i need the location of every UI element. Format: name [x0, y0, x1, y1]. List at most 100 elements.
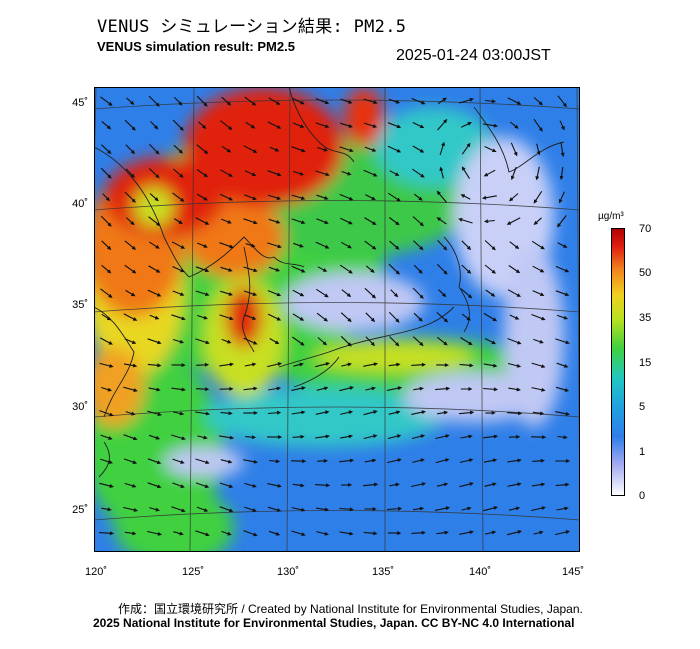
wind-arrow-42	[149, 143, 160, 155]
wind-arrow-94	[436, 190, 447, 203]
wind-arrow-46	[243, 145, 258, 153]
wind-arrow-319	[555, 459, 571, 463]
wind-arrow-39	[559, 120, 565, 131]
wind-arrow-88	[291, 194, 306, 200]
wind-arrow-168	[292, 289, 305, 297]
wind-arrow-40	[101, 144, 112, 155]
colorbar-tick-1: 1	[639, 446, 646, 458]
wind-arrow-218	[533, 338, 544, 344]
wind-arrow-243	[171, 387, 186, 392]
wind-arrow-161	[125, 289, 136, 297]
wind-arrow-126	[245, 243, 256, 248]
wind-arrow-288	[292, 434, 305, 439]
wind-arrow-196	[483, 312, 498, 322]
lat-label-35: 35˚	[72, 299, 88, 311]
wind-arrow-209	[317, 337, 328, 346]
wind-arrow-17	[507, 97, 522, 105]
wind-arrow-235	[459, 363, 474, 368]
wind-arrow-134	[437, 240, 448, 251]
wind-arrow-186	[244, 314, 257, 320]
wind-arrow-211	[365, 336, 375, 347]
wind-arrow-194	[436, 311, 449, 323]
wind-arrow-163	[172, 290, 185, 296]
wind-arrow-365	[221, 530, 232, 536]
wind-arrow-60	[100, 167, 112, 179]
wind-arrow-129	[315, 241, 330, 249]
wind-arrow-2	[148, 95, 160, 107]
wind-arrow-307	[269, 459, 281, 464]
wind-arrow-330	[341, 483, 353, 487]
wind-arrow-237	[507, 362, 522, 368]
wind-arrow-277	[506, 411, 523, 416]
wind-arrow-322	[147, 482, 162, 489]
wind-arrow-79	[559, 167, 564, 181]
wind-arrow-151	[365, 265, 375, 273]
wind-arrow-59	[560, 142, 565, 158]
wind-arrow-315	[459, 458, 474, 463]
colorbar-tick-70: 70	[639, 223, 652, 235]
wind-arrow-337	[507, 482, 522, 487]
wind-arrow-109	[316, 218, 329, 224]
wind-arrow-73	[411, 168, 425, 178]
wind-arrow-280	[100, 434, 113, 440]
wind-arrow-210	[340, 335, 352, 347]
wind-arrow-352	[387, 506, 403, 511]
wind-arrow-299	[557, 435, 568, 440]
wind-arrow-269	[315, 410, 330, 415]
wind-arrow-23	[172, 119, 184, 131]
wind-arrow-69	[315, 170, 330, 177]
wind-arrow-105	[221, 218, 232, 224]
wind-arrow-364	[195, 530, 210, 537]
wind-arrow-132	[389, 240, 400, 250]
wind-arrow-214	[436, 336, 448, 346]
wind-arrow-321	[124, 482, 137, 488]
wind-arrow-157	[508, 265, 521, 274]
wind-arrow-333	[411, 482, 427, 488]
wind-arrow-143	[172, 265, 185, 273]
wind-arrow-314	[435, 458, 450, 464]
wind-arrow-62	[148, 168, 160, 179]
wind-arrow-156	[484, 264, 496, 274]
wind-arrow-103	[173, 218, 183, 225]
wind-arrow-50	[339, 146, 354, 153]
lon-label-125: 125˚	[181, 566, 205, 578]
wind-arrow-165	[220, 290, 233, 296]
wind-arrow-76	[483, 169, 496, 177]
wind-arrow-369	[316, 531, 329, 536]
wind-arrow-227	[267, 362, 283, 368]
wind-arrow-267	[268, 410, 282, 415]
wind-arrow-344	[196, 506, 209, 512]
wind-arrow-32	[387, 122, 402, 129]
wind-arrow-29	[315, 122, 330, 129]
wind-arrow-229	[315, 362, 331, 368]
wind-arrow-199	[556, 314, 569, 320]
wind-arrow-124	[197, 242, 208, 248]
wind-arrow-219	[555, 338, 570, 345]
wind-arrow-93	[413, 193, 423, 201]
wind-arrow-282	[148, 434, 161, 440]
wind-arrow-187	[267, 313, 282, 321]
wind-arrow-48	[291, 146, 306, 153]
wind-arrow-356	[483, 506, 499, 512]
wind-arrow-302	[147, 458, 162, 465]
wind-arrow-150	[339, 264, 353, 274]
wind-arrow-239	[556, 362, 569, 368]
wind-arrow-268	[291, 410, 306, 415]
wind-arrow-83	[172, 192, 185, 202]
wind-arrow-349	[316, 507, 330, 512]
wind-arrow-276	[485, 411, 496, 415]
wind-arrow-203	[172, 338, 185, 344]
wind-arrow-75	[461, 166, 470, 179]
wind-arrow-334	[436, 482, 449, 487]
wind-arrow-84	[196, 193, 209, 201]
wind-arrow-68	[292, 170, 305, 176]
wind-arrow-169	[316, 288, 329, 298]
lat-label-40: 40˚	[72, 198, 88, 210]
wind-arrow-292	[387, 434, 402, 440]
wind-arrow-264	[195, 411, 211, 416]
wind-arrow-145	[220, 266, 233, 272]
wind-arrow-375	[459, 530, 474, 535]
wind-arrow-104	[195, 217, 210, 225]
wind-arrow-325	[219, 482, 234, 488]
wind-arrow-37	[509, 121, 519, 129]
